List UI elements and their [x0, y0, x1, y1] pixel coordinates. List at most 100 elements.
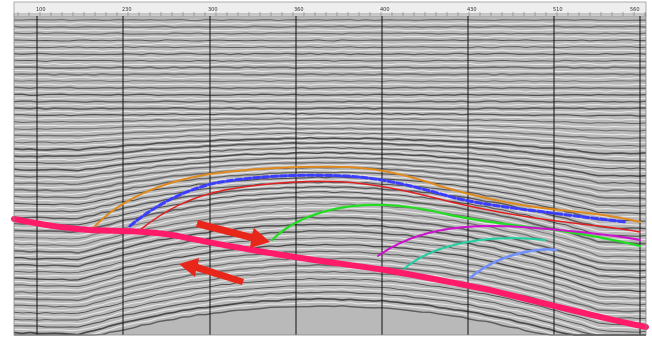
reflector-line [13, 129, 646, 144]
reflector-line [13, 144, 647, 166]
reflector-line [13, 291, 646, 336]
fault-line [11, 216, 649, 330]
reflector-line [13, 80, 647, 83]
reflector-line [13, 32, 647, 35]
reflector-line [13, 149, 647, 173]
reflector-line [13, 169, 647, 203]
reflector-line [13, 188, 647, 234]
reflector-line [13, 117, 647, 125]
arrow-left [179, 258, 244, 285]
ruler-label: 560 [630, 7, 640, 13]
horizon-light-blue [468, 248, 558, 280]
arrow-left-shape [179, 258, 244, 285]
reflector-line [13, 193, 647, 241]
reflector-line [13, 254, 647, 303]
reflector-line [14, 112, 647, 117]
image-frame [13, 13, 647, 336]
reflector-line [13, 156, 647, 185]
reflector-line [13, 281, 647, 330]
reflector-line [13, 263, 646, 313]
reflector-line [13, 284, 647, 333]
reflector-line [14, 22, 647, 25]
reflector-line [13, 161, 646, 193]
reflector-line [13, 136, 647, 155]
reflector-line [13, 42, 646, 45]
reflector-line [14, 66, 647, 70]
reflector-line [13, 257, 647, 306]
horizon-green [270, 203, 642, 248]
reflector-line [13, 76, 647, 79]
reflector-line [13, 229, 647, 279]
reflector-line [13, 83, 647, 86]
reflector-line [13, 90, 646, 93]
reflector-line [13, 49, 647, 52]
reflector-line [14, 181, 647, 222]
reflector-line [13, 93, 647, 97]
reflector-line [13, 100, 647, 103]
reflector-line [14, 223, 647, 272]
ruler-label: 400 [380, 7, 390, 13]
reflector-line [13, 124, 647, 136]
reflector-line [13, 288, 646, 336]
reflector-line [13, 139, 647, 159]
reflector-line [13, 171, 647, 207]
horizons [11, 165, 649, 330]
reflector-line [13, 103, 647, 107]
reflector-line [13, 132, 647, 147]
reflector-line [13, 97, 647, 100]
reflector-line [13, 39, 646, 42]
reflector-line [13, 72, 647, 76]
arrow-right-shape [196, 220, 270, 248]
reflector-line [13, 243, 647, 293]
reflector-line [13, 233, 647, 282]
reflector-line [13, 35, 647, 39]
reflector-line [14, 69, 647, 73]
reflector-line [13, 237, 647, 285]
reflector-line [13, 240, 647, 289]
reflector-line [13, 277, 647, 326]
arrows [179, 220, 270, 285]
ruler-label: 100 [36, 7, 46, 13]
reflector-line [14, 301, 646, 336]
reflector-line [13, 86, 647, 90]
reflector-line [13, 154, 647, 181]
trace-ruler: 100 230 300 360 400 430 510 560 [13, 1, 647, 17]
reflector-line [13, 18, 647, 22]
reflector-line [13, 213, 647, 262]
reflector-line [13, 56, 647, 59]
horizon-teal [404, 237, 546, 269]
reflector-line [13, 122, 647, 132]
ruler-label: 430 [467, 7, 477, 13]
horizon-red [139, 180, 641, 233]
reflector-line [13, 120, 647, 128]
horizon-orange [94, 165, 641, 227]
ruler-label: 360 [294, 7, 304, 13]
reflector-line [13, 250, 647, 299]
reflector-line [14, 226, 647, 276]
reflector-line [13, 127, 646, 140]
horizon-blue [128, 173, 627, 228]
ruler-label: 300 [208, 7, 218, 13]
ruler-labels: 100 230 300 360 400 430 510 560 [36, 7, 640, 13]
reflector-line [13, 59, 647, 62]
reflector-line [13, 46, 647, 49]
reflector-line [13, 134, 647, 151]
reflector-line [13, 25, 647, 29]
reflector-line [13, 247, 646, 296]
reflector-line [13, 295, 646, 336]
reflector-line [13, 52, 647, 56]
reflector-line [13, 216, 647, 266]
reflector-line [13, 141, 647, 163]
reflector-line [14, 146, 647, 170]
reflector-line [13, 106, 647, 110]
ruler-label: 510 [553, 7, 563, 13]
reflector-line [13, 267, 647, 316]
reflector-line [13, 159, 647, 189]
reflector-line [14, 305, 646, 336]
reflector-line [13, 151, 647, 177]
reflector-line [13, 297, 646, 336]
seismic-reflectors [13, 18, 647, 336]
ruler-label: 230 [122, 7, 132, 13]
reflector-line [13, 196, 646, 245]
